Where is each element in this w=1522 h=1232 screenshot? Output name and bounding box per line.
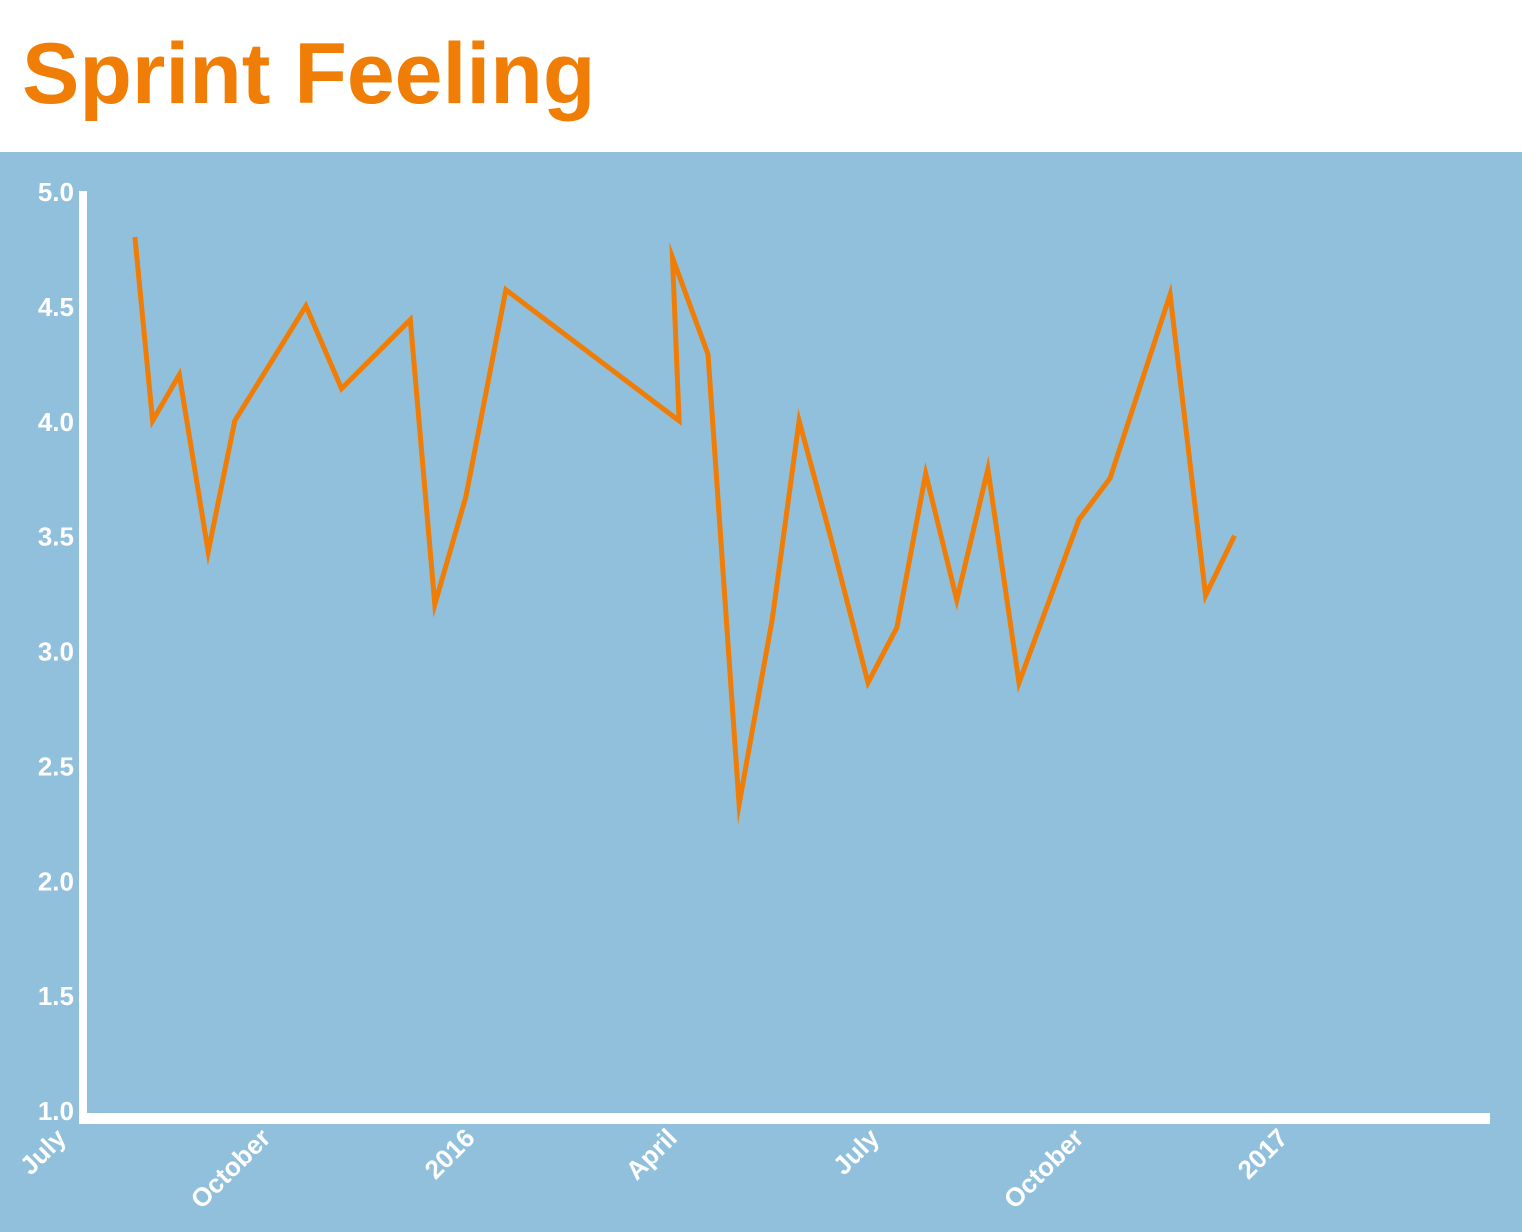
x-axis-ticks: July October 2016 April July October 2017 [14,1122,1294,1214]
x-tick-label: 2016 [419,1123,481,1185]
x-axis-line [79,1113,1490,1124]
chart-header: Sprint Feeling [0,0,1522,152]
x-tick-label: October [998,1123,1090,1215]
axes [79,191,1490,1124]
y-tick-label: 4.5 [38,292,74,322]
y-tick-label: 3.0 [38,637,74,667]
y-tick-label: 5.0 [38,177,74,207]
y-axis-line [79,191,87,1123]
line-chart: 1.0 1.5 2.0 2.5 3.0 3.5 4.0 4.5 5.0 July October 2… [14,177,1490,1214]
y-tick-label: 1.5 [38,981,74,1011]
plot-area [132,236,1237,825]
y-tick-label: 2.5 [38,751,74,781]
x-tick-label: April [620,1123,683,1186]
plot-panel: 1.0 1.5 2.0 2.5 3.0 3.5 4.0 4.5 5.0 July October 2… [0,152,1522,1232]
y-tick-label: 4.0 [38,407,74,437]
y-tick-label: 1.0 [38,1096,74,1126]
series-line [132,236,1237,825]
chart-title: Sprint Feeling [22,26,596,122]
x-tick-label: October [185,1123,277,1215]
y-tick-label: 3.5 [38,522,74,552]
y-tick-label: 2.0 [38,866,74,896]
x-tick-label: 2017 [1232,1123,1294,1185]
y-axis-ticks: 1.0 1.5 2.0 2.5 3.0 3.5 4.0 4.5 5.0 [38,177,74,1126]
x-tick-label: July [827,1122,885,1180]
x-tick-label: July [14,1122,72,1180]
